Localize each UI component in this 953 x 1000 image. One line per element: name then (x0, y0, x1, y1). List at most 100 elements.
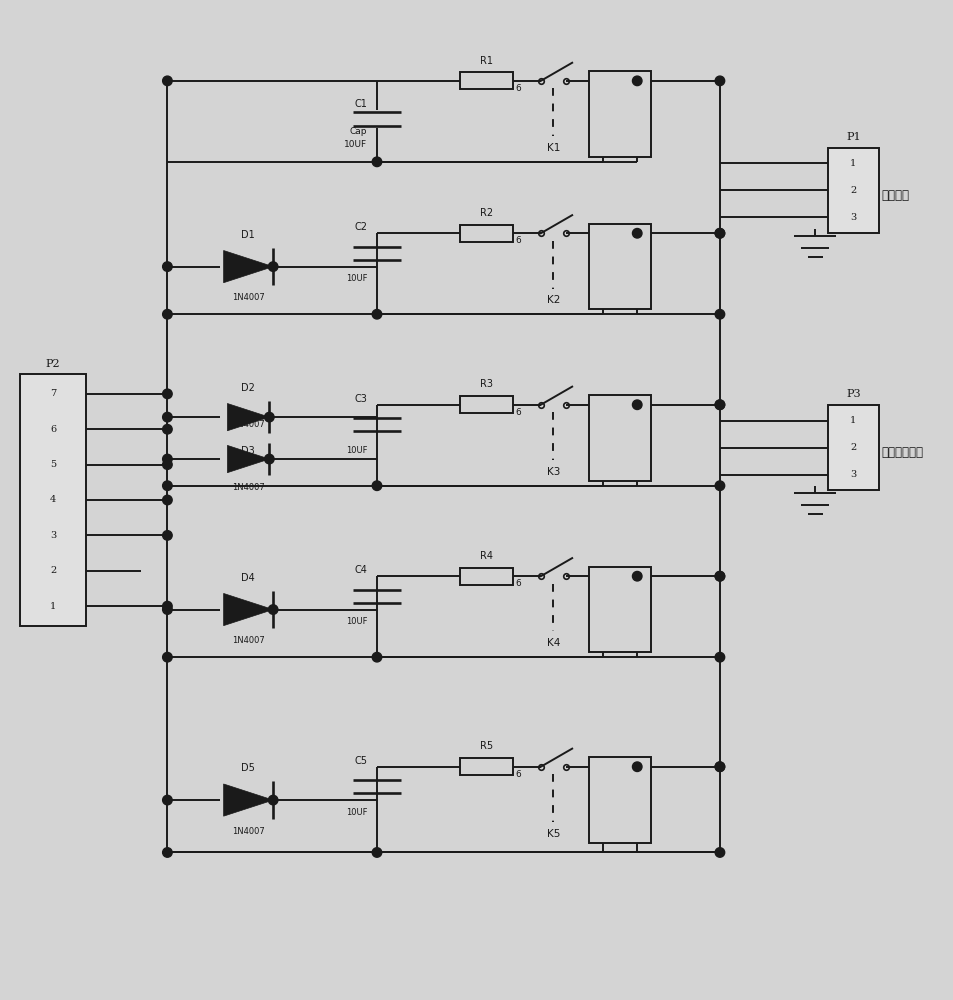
Text: 10UF: 10UF (346, 617, 367, 626)
Circle shape (162, 460, 172, 469)
Circle shape (162, 495, 172, 505)
FancyBboxPatch shape (826, 148, 878, 233)
Text: 10UF: 10UF (346, 274, 367, 283)
Text: C1: C1 (355, 99, 367, 109)
Text: 6: 6 (515, 236, 520, 245)
Circle shape (162, 454, 172, 464)
Text: 1N4007: 1N4007 (232, 420, 265, 429)
Bar (588, 224, 650, 309)
Circle shape (715, 571, 724, 581)
Circle shape (632, 762, 641, 771)
Bar (588, 567, 650, 652)
FancyBboxPatch shape (826, 405, 878, 490)
Text: D3: D3 (241, 446, 255, 456)
Text: R5: R5 (479, 741, 493, 751)
Circle shape (162, 795, 172, 805)
Circle shape (268, 795, 277, 805)
FancyBboxPatch shape (20, 374, 86, 626)
Text: 3: 3 (849, 470, 856, 479)
Circle shape (632, 76, 641, 86)
Circle shape (162, 601, 172, 611)
Text: R4: R4 (479, 551, 493, 561)
Circle shape (162, 262, 172, 271)
Circle shape (264, 412, 274, 422)
Text: 2: 2 (849, 443, 856, 452)
Text: 电容电流输出: 电容电流输出 (881, 446, 923, 459)
Text: D1: D1 (241, 230, 255, 240)
Circle shape (372, 309, 381, 319)
Text: 5: 5 (50, 460, 56, 469)
Text: 6: 6 (515, 84, 520, 93)
Polygon shape (227, 445, 269, 473)
Circle shape (162, 412, 172, 422)
Text: Cap: Cap (350, 127, 367, 136)
Circle shape (162, 481, 172, 490)
Circle shape (162, 389, 172, 399)
Circle shape (715, 848, 724, 857)
Circle shape (632, 400, 641, 410)
Bar (460, 225, 512, 242)
Text: K4: K4 (546, 638, 559, 648)
Text: K1: K1 (546, 143, 559, 153)
Circle shape (162, 76, 172, 86)
Text: R1: R1 (479, 56, 493, 66)
Circle shape (162, 309, 172, 319)
Circle shape (715, 309, 724, 319)
Text: 10UF: 10UF (346, 446, 367, 455)
Text: 电压输入: 电压输入 (881, 189, 909, 202)
Circle shape (715, 229, 724, 238)
Text: K2: K2 (546, 295, 559, 305)
Text: C2: C2 (355, 222, 367, 232)
Text: 1N4007: 1N4007 (232, 483, 265, 492)
Text: R2: R2 (479, 208, 493, 218)
Text: D5: D5 (241, 763, 255, 773)
Circle shape (162, 424, 172, 434)
Text: K5: K5 (546, 829, 559, 839)
Circle shape (372, 848, 381, 857)
Text: 1: 1 (50, 602, 56, 611)
Bar (460, 568, 512, 585)
Text: P1: P1 (845, 132, 860, 142)
Circle shape (715, 652, 724, 662)
Text: C3: C3 (355, 394, 367, 404)
Circle shape (268, 262, 277, 271)
Circle shape (162, 605, 172, 614)
Text: 1N4007: 1N4007 (232, 293, 265, 302)
Bar (588, 71, 650, 157)
Text: 6: 6 (515, 408, 520, 417)
Bar (460, 72, 512, 89)
Polygon shape (223, 784, 273, 816)
Text: C4: C4 (355, 565, 367, 575)
Polygon shape (227, 404, 269, 431)
Text: 2: 2 (50, 566, 56, 575)
Circle shape (715, 571, 724, 581)
Text: 6: 6 (515, 770, 520, 779)
Circle shape (715, 481, 724, 490)
Text: 2: 2 (849, 186, 856, 195)
Text: 6: 6 (515, 579, 520, 588)
Text: 1N4007: 1N4007 (232, 827, 265, 836)
Circle shape (715, 229, 724, 238)
Bar (588, 757, 650, 843)
Text: R3: R3 (479, 379, 493, 389)
Bar (460, 758, 512, 775)
Circle shape (632, 229, 641, 238)
Text: P3: P3 (845, 389, 860, 399)
Circle shape (715, 762, 724, 771)
Text: 7: 7 (50, 389, 56, 398)
Text: 1: 1 (849, 159, 856, 168)
Text: P2: P2 (46, 359, 60, 369)
Polygon shape (223, 593, 273, 626)
Text: 4: 4 (50, 495, 56, 504)
Circle shape (372, 481, 381, 490)
Text: D2: D2 (241, 383, 255, 393)
Polygon shape (223, 251, 273, 283)
Text: K3: K3 (546, 467, 559, 477)
Circle shape (715, 400, 724, 410)
Circle shape (162, 848, 172, 857)
Circle shape (372, 157, 381, 167)
Bar (588, 395, 650, 481)
Circle shape (264, 454, 274, 464)
Circle shape (162, 652, 172, 662)
Circle shape (715, 762, 724, 771)
